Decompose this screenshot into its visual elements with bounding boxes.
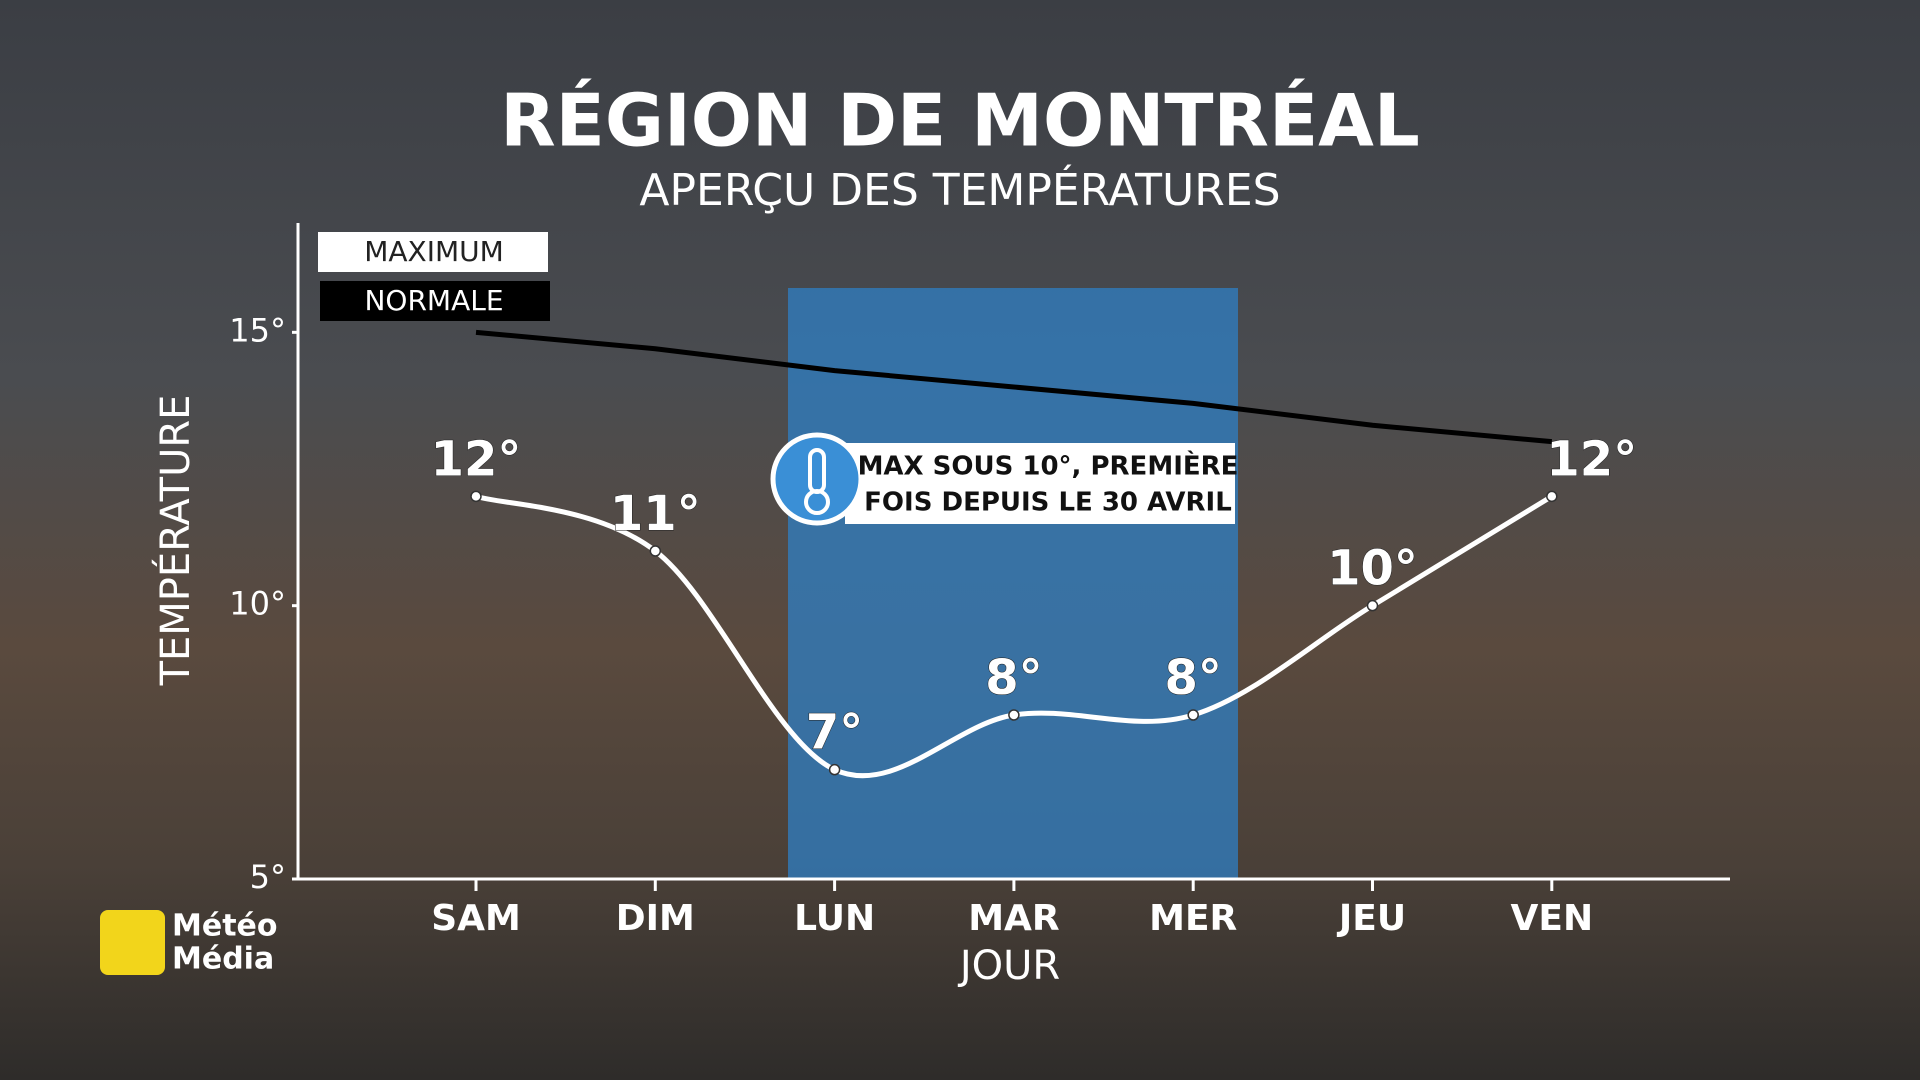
data-point	[1366, 599, 1379, 612]
x-tick-label: LUN	[794, 898, 875, 939]
data-label: 12°	[431, 431, 522, 487]
legend-swatch	[318, 232, 548, 272]
logo-text: Météo	[172, 909, 278, 944]
annotation-icon	[770, 432, 864, 526]
annotation-icon-bulb	[804, 489, 830, 515]
x-tick-label: VEN	[1511, 898, 1594, 939]
y-tick-label: 5°	[250, 858, 286, 896]
legend-label: MAXIMUM	[364, 235, 504, 268]
annotation-box	[845, 443, 1235, 524]
data-label: 8°	[985, 650, 1042, 706]
annotation-text: FOIS DEPUIS LE 30 AVRIL	[864, 488, 1232, 518]
data-label: 10°	[1327, 541, 1418, 597]
x-axis-label: JOUR	[957, 943, 1060, 989]
highlight-band	[788, 288, 1238, 879]
data-label: 7°	[806, 705, 863, 761]
data-point	[1546, 490, 1558, 503]
annotation-text: MAX SOUS 10°, PREMIÈRE	[858, 450, 1239, 482]
data-point	[1187, 709, 1199, 721]
chart-title: RÉGION DE MONTRÉAL	[500, 79, 1420, 163]
chart-subtitle: APERÇU DES TEMPÉRATURES	[639, 163, 1280, 216]
data-label: 8°	[1164, 650, 1221, 706]
logo-icon	[100, 910, 165, 975]
x-tick-label: MAR	[968, 898, 1059, 939]
data-point	[649, 545, 662, 557]
data-point	[828, 763, 841, 776]
x-tick-label: MER	[1149, 898, 1237, 939]
data-label: 12°	[1546, 431, 1637, 487]
series-line	[475, 329, 1553, 445]
y-tick-label: 15°	[229, 311, 286, 349]
logo-text: Média	[172, 942, 274, 977]
x-tick-label: SAM	[431, 898, 521, 939]
data-label: 11°	[610, 486, 701, 542]
legend-label: NORMALE	[364, 284, 503, 317]
legend-swatch	[320, 281, 550, 321]
x-tick-label: JEU	[1336, 898, 1406, 939]
y-tick-label: 10°	[229, 585, 286, 623]
data-point	[1008, 709, 1020, 721]
y-axis-label: TEMPÉRATURE	[151, 395, 199, 687]
x-tick-label: DIM	[616, 898, 695, 939]
data-point	[470, 490, 482, 503]
